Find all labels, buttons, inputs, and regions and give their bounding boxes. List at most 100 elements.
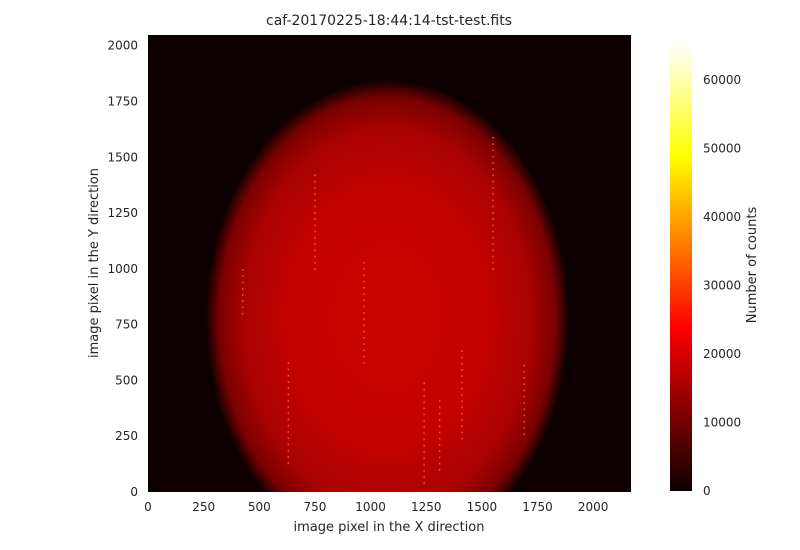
hot-pixel: [492, 230, 494, 233]
hot-pixel: [438, 456, 441, 459]
y-tick-label: 750: [115, 318, 138, 332]
hot-pixel: [438, 462, 441, 465]
hot-pixel: [461, 437, 463, 440]
hot-pixel: [241, 269, 244, 271]
hot-pixel: [363, 318, 365, 320]
colorbar-tick-label: 0: [703, 484, 711, 498]
x-tick-label: 1000: [355, 500, 386, 514]
hot-pixel: [492, 137, 494, 139]
hot-pixel: [492, 249, 494, 252]
hot-pixel: [461, 356, 463, 359]
hot-pixel: [314, 212, 316, 214]
hot-pixel: [241, 294, 244, 296]
hot-pixel: [492, 262, 494, 264]
hot-pixel: [438, 469, 441, 471]
hot-pixel: [438, 444, 441, 446]
hot-pixel: [287, 424, 290, 427]
hot-pixel: [423, 438, 425, 441]
hot-pixel: [492, 205, 494, 208]
hot-pixel: [492, 224, 494, 227]
illuminated-region: [207, 81, 568, 492]
x-tick-label: 1500: [467, 500, 498, 514]
hot-pixel: [492, 193, 494, 195]
hot-pixel: [287, 462, 290, 464]
y-tick-label: 1000: [107, 262, 138, 276]
hot-pixel: [438, 412, 441, 415]
y-tick-label: 1500: [107, 150, 138, 164]
colorbar-label: Number of counts: [745, 207, 760, 324]
hot-pixel: [314, 243, 316, 245]
hot-pixel: [287, 437, 290, 439]
hot-pixel: [314, 180, 316, 183]
x-tick-label: 500: [248, 500, 271, 514]
y-axis-label: image pixel in the Y direction: [87, 168, 102, 358]
y-tick-label: 0: [130, 485, 138, 499]
hot-pixel: [523, 370, 525, 373]
y-axis: 0 250 500 750 1000 1250 1500 1750 2000: [107, 39, 138, 499]
hot-pixel: [287, 443, 290, 446]
colorbar-tick-label: 50000: [703, 141, 741, 155]
hot-pixel: [461, 419, 463, 421]
hot-pixel: [423, 444, 425, 447]
colorbar-axis: 0 10000 20000 30000 40000 50000 60000: [703, 73, 741, 498]
y-tick-label: 2000: [107, 39, 138, 53]
x-tick-label: 2000: [578, 500, 609, 514]
hot-pixel: [287, 418, 290, 421]
hot-pixel: [492, 162, 494, 164]
hot-pixel: [438, 400, 441, 402]
hot-pixel: [363, 311, 365, 314]
hot-pixel: [423, 407, 425, 410]
hot-pixel: [492, 149, 494, 152]
colorbar-tick-label: 30000: [703, 278, 741, 292]
hot-pixel: [287, 431, 290, 433]
hot-pixel: [492, 237, 494, 239]
plot-area: [199, 72, 575, 492]
x-axis-label: image pixel in the X direction: [294, 520, 485, 535]
hot-pixel: [287, 374, 290, 377]
hot-pixel: [423, 426, 425, 428]
hot-pixel: [438, 450, 441, 452]
hot-pixel: [287, 362, 290, 365]
x-axis: 0 250 500 750 1000 1250 1500 1750 2000: [144, 500, 608, 514]
x-tick-label: 0: [144, 500, 152, 514]
colorbar-tick-label: 10000: [703, 415, 741, 429]
hot-pixel: [523, 420, 525, 423]
hot-pixel: [423, 457, 425, 460]
hot-pixel: [287, 399, 290, 402]
hot-pixel: [492, 243, 494, 245]
hot-pixel: [287, 381, 290, 383]
x-tick-label: 250: [192, 500, 215, 514]
hot-pixel: [287, 368, 290, 371]
hot-pixel: [314, 224, 316, 227]
hot-pixel: [423, 401, 425, 403]
hot-pixel: [492, 268, 494, 270]
hot-pixel: [314, 268, 316, 270]
hot-pixel: [241, 281, 244, 284]
hot-pixel: [523, 408, 525, 410]
hot-pixel: [461, 412, 463, 415]
hot-pixel: [492, 187, 494, 189]
hot-pixel: [363, 293, 365, 295]
hot-pixel: [461, 425, 463, 427]
hot-pixel: [314, 193, 316, 195]
hot-pixel: [461, 400, 463, 402]
hot-pixel: [438, 419, 441, 421]
hot-pixel: [363, 355, 365, 358]
hot-pixel: [492, 212, 494, 214]
hot-pixel: [438, 437, 441, 440]
hot-pixel: [287, 406, 290, 408]
hot-pixel: [363, 286, 365, 289]
hot-pixel: [461, 406, 463, 409]
hot-pixel: [314, 187, 316, 189]
hot-pixel: [363, 336, 365, 339]
hot-pixel: [241, 287, 244, 290]
hot-pixel: [314, 218, 316, 220]
hot-pixel: [241, 312, 244, 315]
hot-pixel: [423, 395, 425, 397]
hot-pixel: [492, 199, 494, 202]
x-tick-label: 1750: [522, 500, 553, 514]
hot-pixel: [492, 218, 494, 220]
hot-pixel: [492, 168, 494, 170]
hot-pixel: [438, 425, 441, 427]
hot-pixel: [461, 381, 463, 384]
